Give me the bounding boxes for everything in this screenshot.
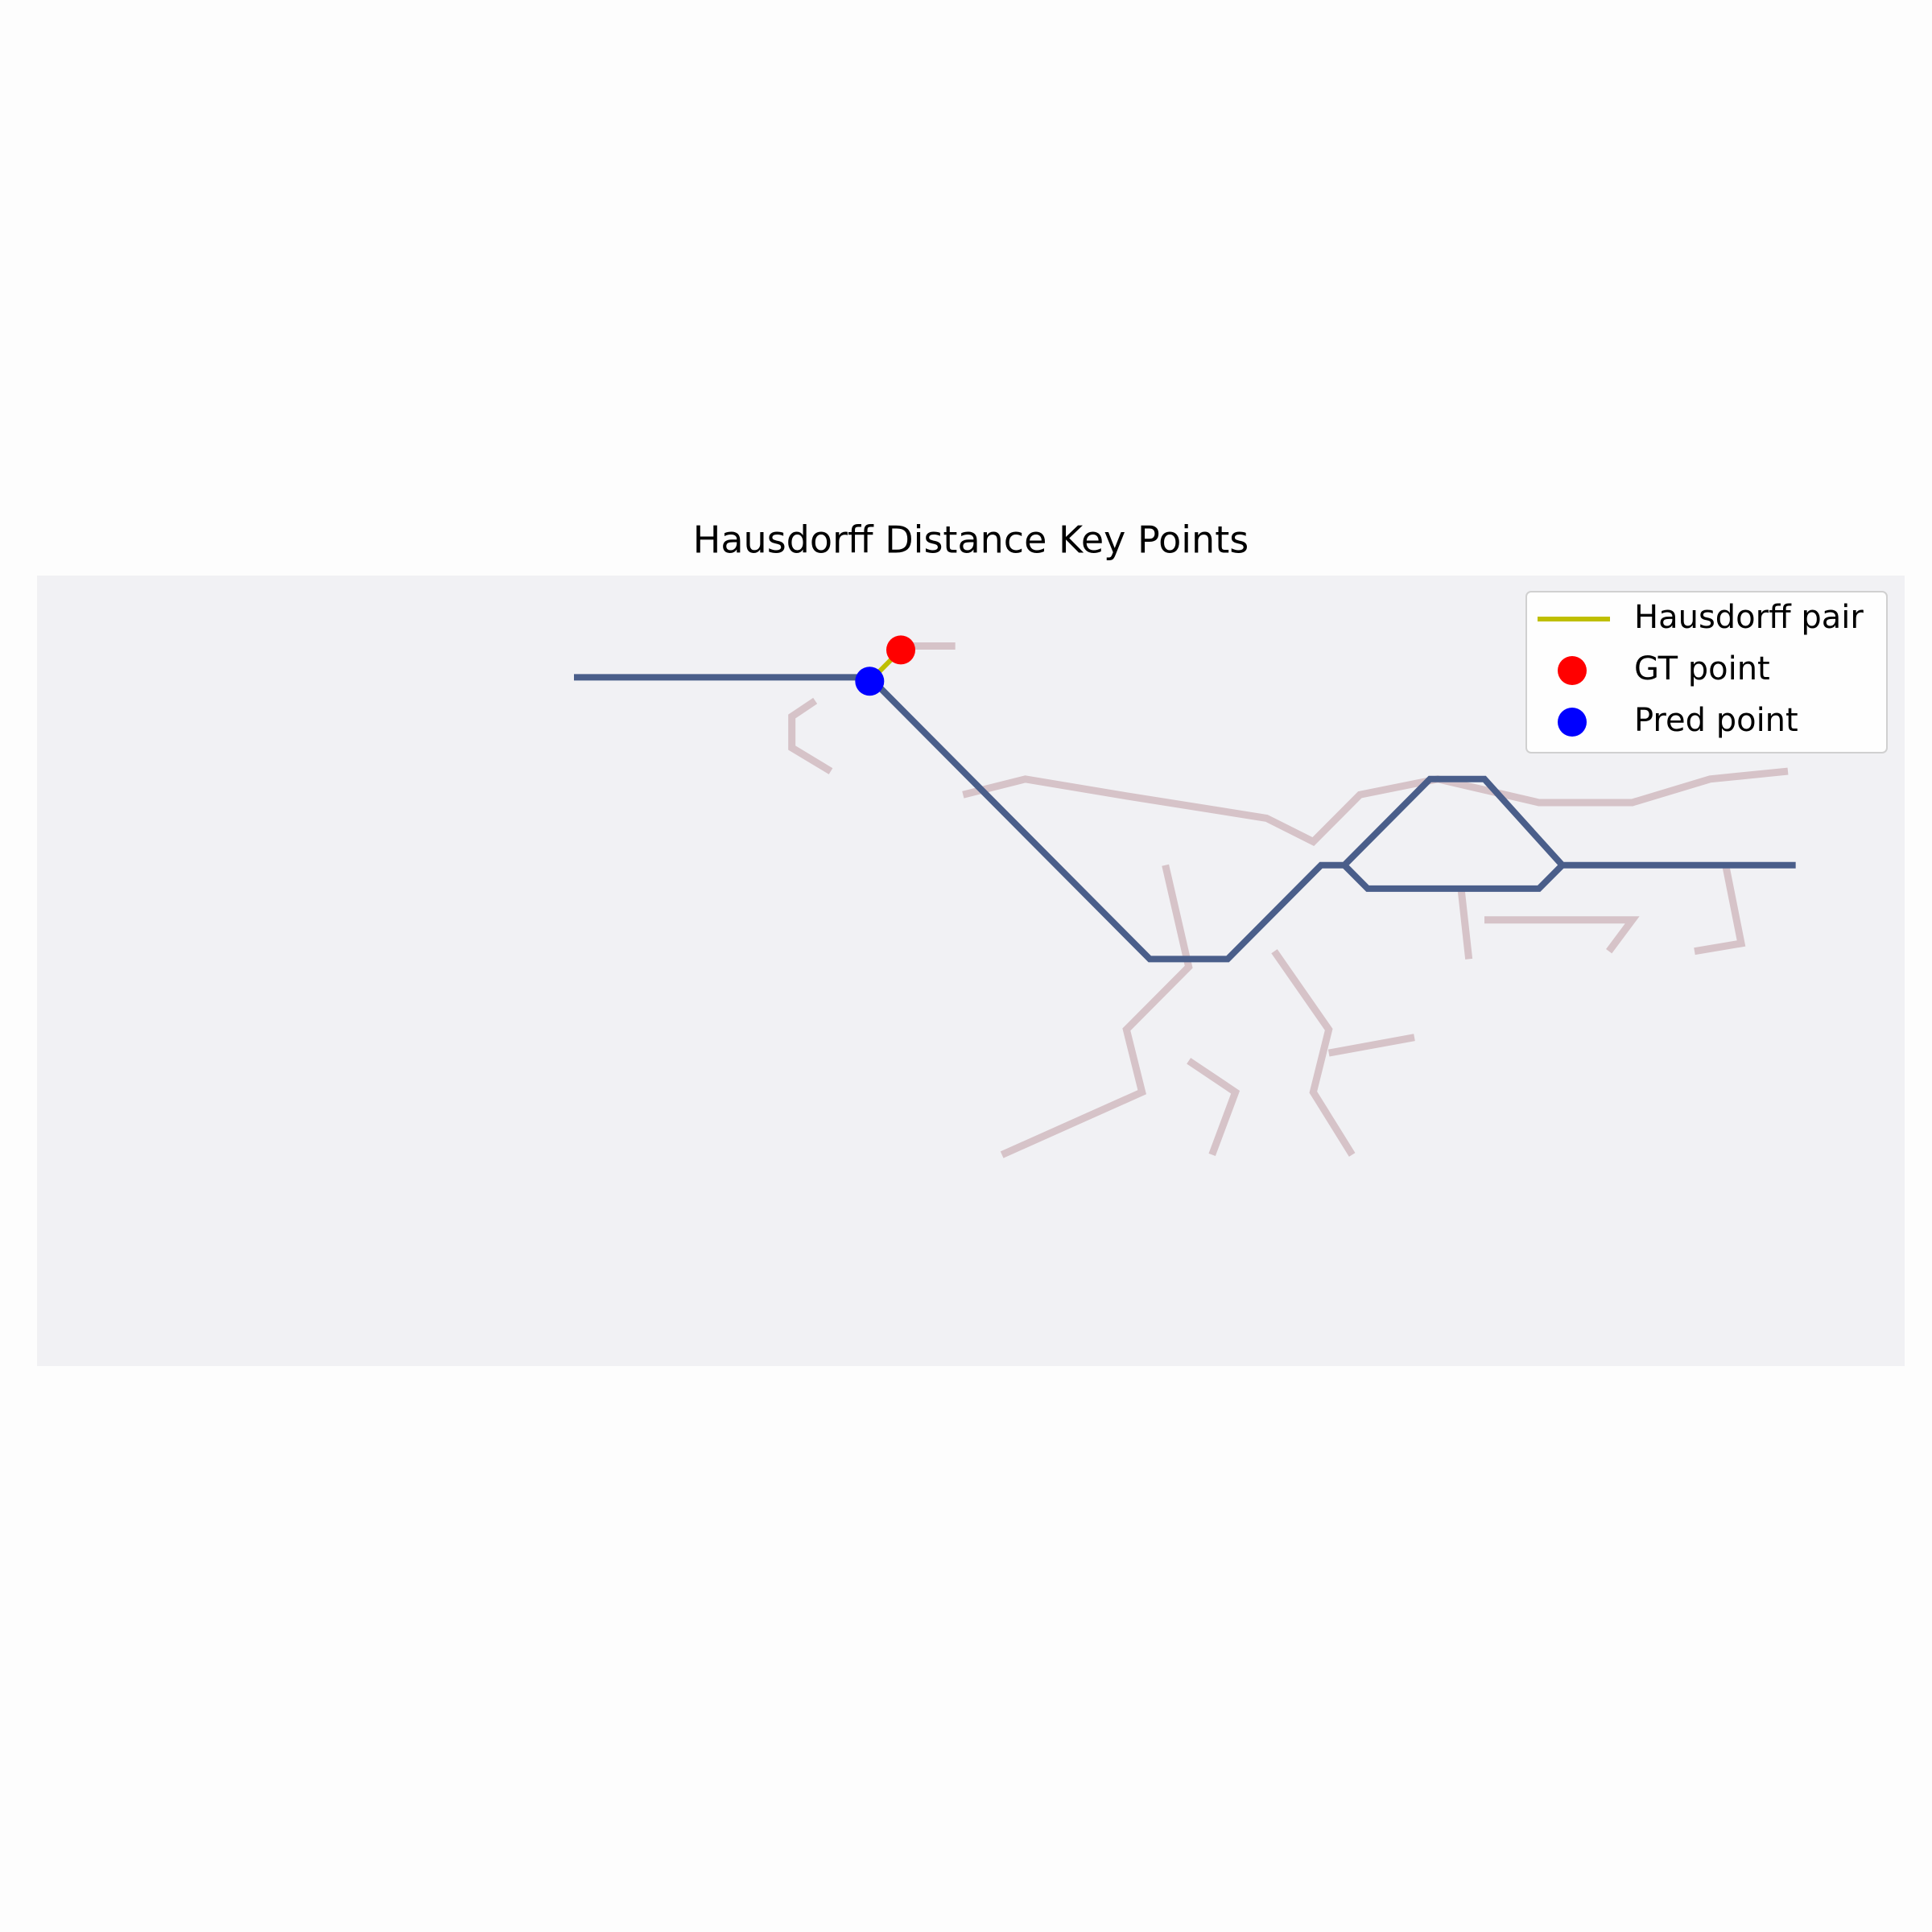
gt-skeleton bbox=[1187, 1058, 1241, 1157]
gt-skeleton bbox=[962, 767, 1789, 847]
legend-label: GT point bbox=[1634, 650, 1770, 687]
gt-skeleton bbox=[1694, 864, 1746, 956]
point bbox=[855, 667, 885, 696]
legend-label: Pred point bbox=[1634, 702, 1798, 739]
pred-skeleton bbox=[1342, 862, 1565, 892]
pred-skeleton bbox=[574, 674, 1796, 963]
gt-skeleton bbox=[1484, 916, 1640, 954]
gt-skeleton bbox=[1327, 1034, 1415, 1057]
gt-skeleton bbox=[788, 697, 833, 774]
gt-skeleton bbox=[1000, 864, 1193, 1158]
legend-marker bbox=[1558, 656, 1587, 685]
legend-box bbox=[1525, 591, 1888, 753]
legend-marker bbox=[1558, 708, 1587, 737]
gt-skeleton bbox=[1457, 888, 1473, 960]
legend-label: Hausdorff pair bbox=[1634, 599, 1864, 636]
chart-title: Hausdorff Distance Key Points bbox=[693, 518, 1249, 562]
gt-skeleton bbox=[1271, 949, 1356, 1157]
point bbox=[886, 635, 915, 665]
